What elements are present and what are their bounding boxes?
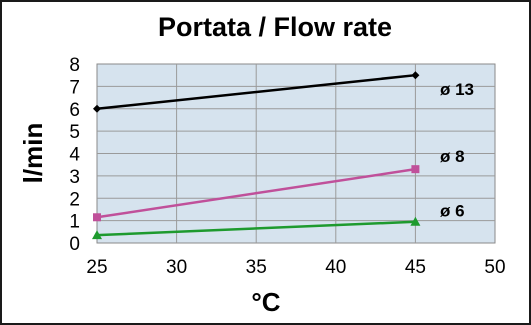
data-point xyxy=(93,213,101,222)
x-tick-label: 35 xyxy=(246,257,267,278)
chart-title: Portata / Flow rate xyxy=(158,12,392,42)
x-tick-label: 30 xyxy=(166,257,187,278)
y-tick-label: 0 xyxy=(69,234,80,255)
series-layer xyxy=(92,71,421,240)
series-line xyxy=(96,220,416,237)
x-tick-label: 25 xyxy=(86,257,107,278)
gridlines xyxy=(97,64,495,243)
x-tick-label: 45 xyxy=(405,257,426,278)
y-tick-label: 6 xyxy=(69,100,80,121)
y-tick-label: 4 xyxy=(69,145,80,166)
y-tick-label: 1 xyxy=(69,212,80,233)
data-point xyxy=(411,165,420,174)
y-tick-label: 8 xyxy=(69,55,80,76)
series-labels: ø 13 ø 8 ø 6 xyxy=(440,80,474,221)
series-line xyxy=(96,73,416,110)
series-line xyxy=(96,167,416,219)
y-tick-label: 3 xyxy=(69,167,80,188)
x-axis-title: °C xyxy=(251,287,280,317)
y-tick-label: 7 xyxy=(69,77,80,98)
series-label: ø 6 xyxy=(440,202,465,221)
x-tick-label: 50 xyxy=(484,257,505,278)
series-label: ø 8 xyxy=(440,147,465,166)
x-axis-ticks: 25 30 35 40 45 50 xyxy=(86,257,505,278)
data-point xyxy=(93,104,101,113)
series-label: ø 13 xyxy=(440,80,474,99)
data-point xyxy=(92,230,102,240)
y-tick-label: 2 xyxy=(69,189,80,210)
data-point xyxy=(411,71,420,80)
y-axis-title: l/min xyxy=(18,123,48,184)
data-point xyxy=(410,216,421,226)
y-tick-label: 5 xyxy=(69,122,80,143)
x-tick-label: 40 xyxy=(325,257,346,278)
